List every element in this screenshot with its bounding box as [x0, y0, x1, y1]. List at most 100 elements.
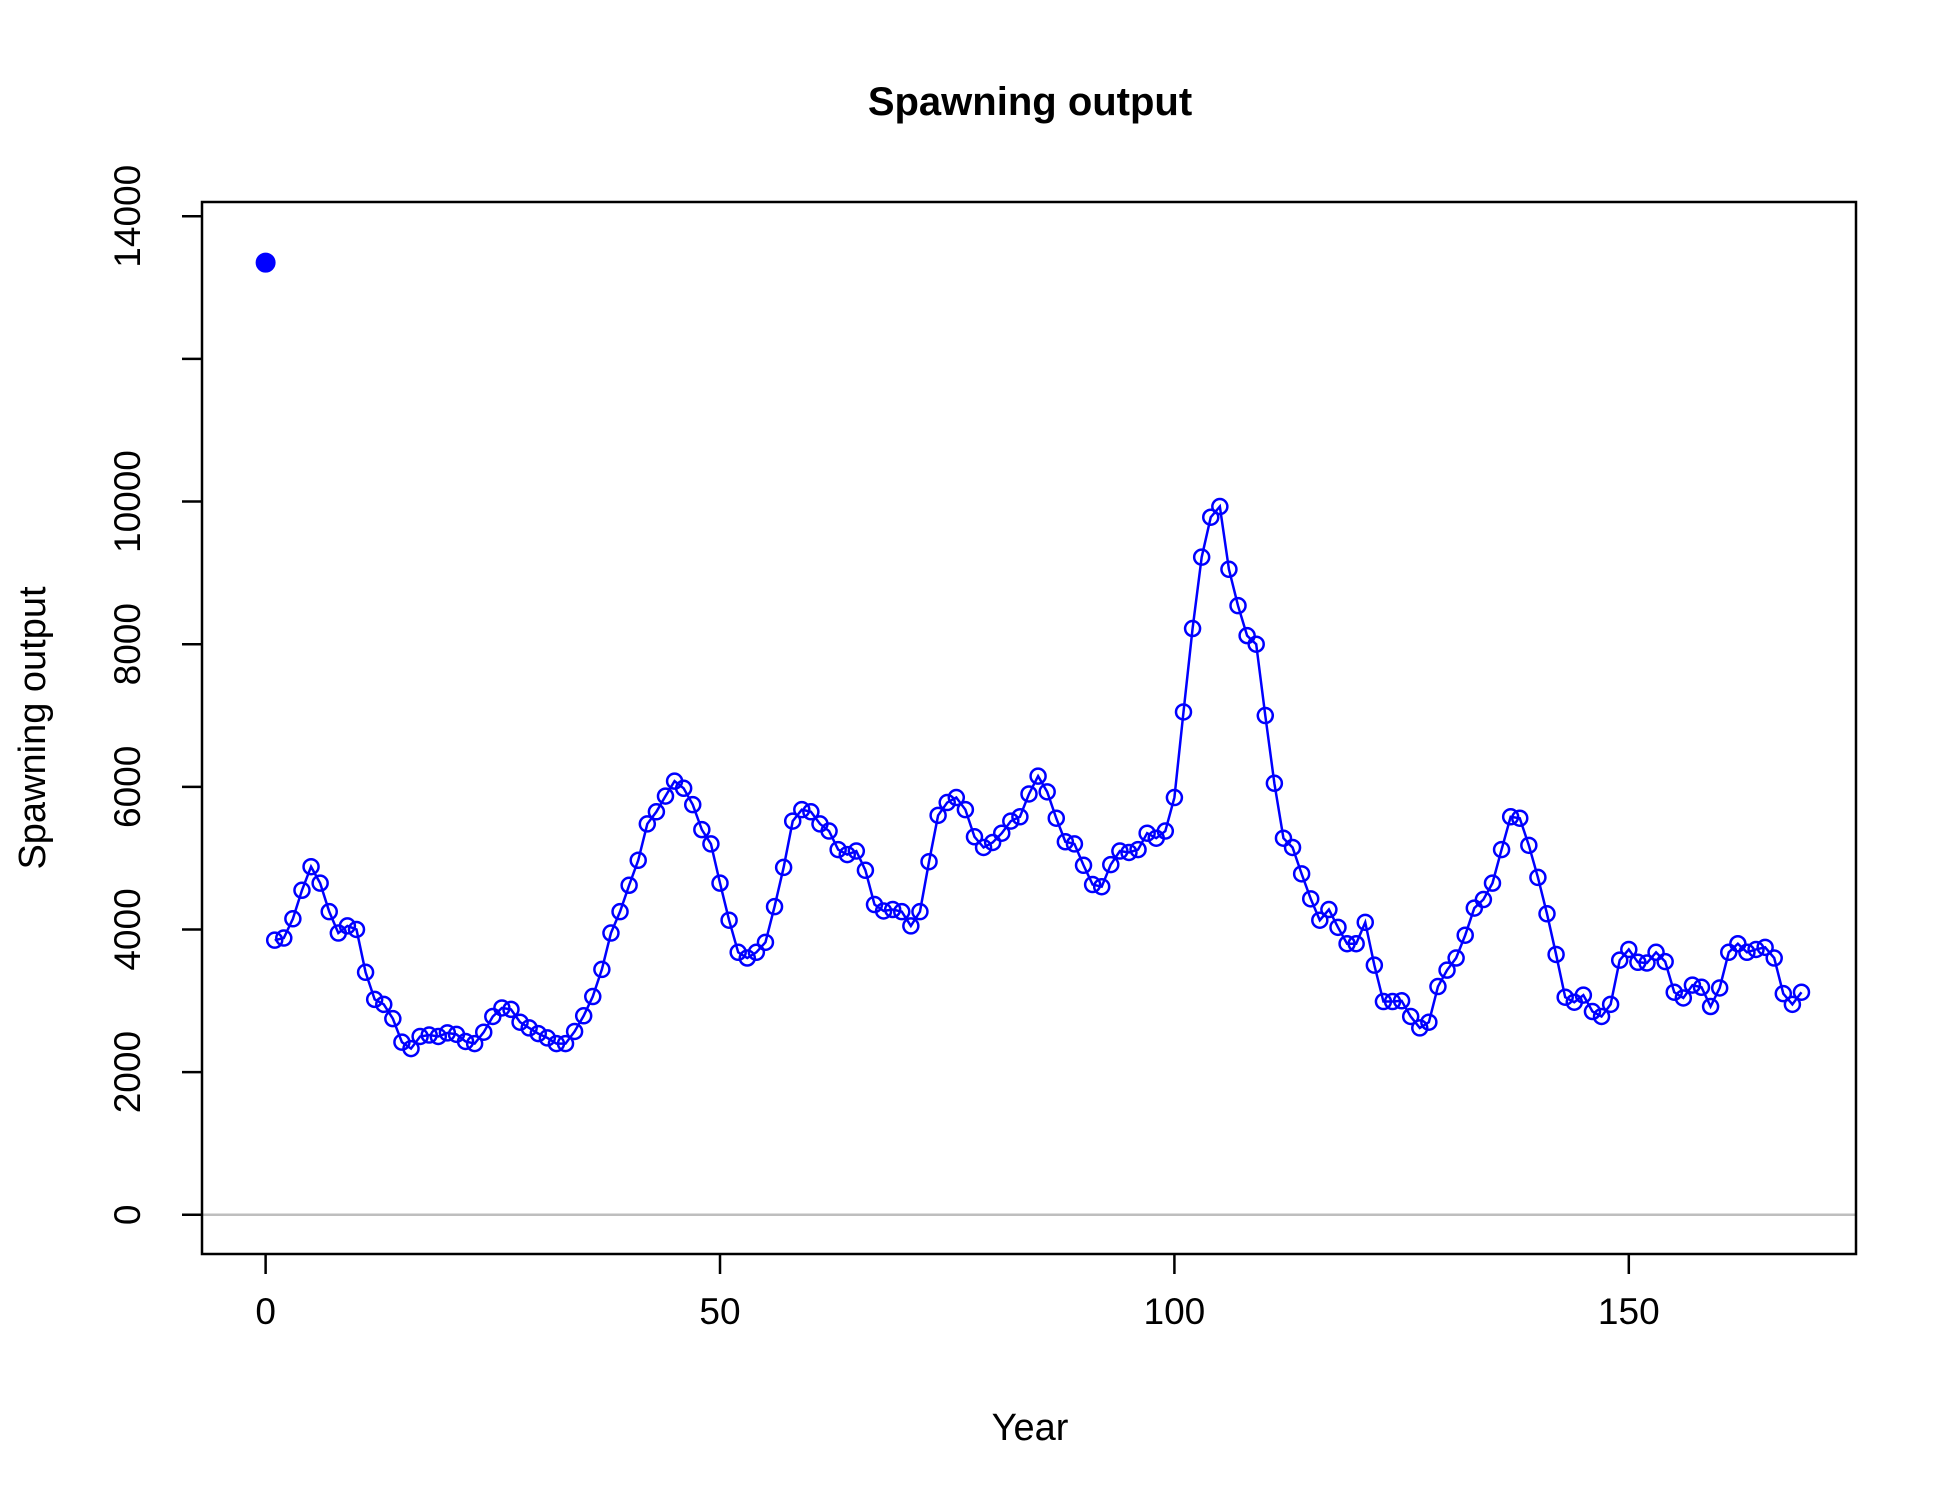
data-point	[729, 943, 747, 962]
data-point	[720, 911, 738, 929]
data-point	[765, 897, 784, 916]
data-point	[593, 960, 611, 979]
data-point	[1129, 840, 1147, 859]
data-point	[629, 851, 647, 870]
data-point	[1520, 836, 1538, 855]
data-point	[1474, 890, 1493, 909]
data-point	[1601, 995, 1620, 1014]
data-point	[1429, 977, 1447, 996]
data-point	[538, 1029, 557, 1047]
data-point	[793, 800, 811, 819]
data-point	[375, 995, 393, 1014]
x-tick-label: 150	[1598, 1291, 1660, 1332]
data-point	[474, 1023, 493, 1041]
data-point	[1710, 979, 1729, 997]
data-point	[1692, 978, 1711, 997]
data-point	[802, 803, 820, 821]
data-point	[820, 822, 838, 840]
data-point	[1183, 619, 1202, 638]
y-axis-label: Spawning output	[12, 586, 54, 870]
data-point	[1220, 560, 1238, 579]
virgin-point	[255, 252, 276, 273]
data-point	[1292, 865, 1311, 883]
data-point	[1756, 938, 1774, 957]
data-point	[1256, 706, 1275, 725]
data-point	[293, 881, 311, 900]
data-point	[456, 1032, 475, 1051]
data-point	[1229, 596, 1247, 615]
data-point	[1647, 943, 1665, 962]
data-point	[275, 929, 293, 947]
x-axis-label: Year	[992, 1407, 1069, 1449]
data-point	[674, 779, 693, 798]
data-point	[1411, 1019, 1429, 1037]
data-point	[1401, 1007, 1420, 1026]
data-point	[429, 1027, 448, 1046]
data-point	[1501, 808, 1520, 826]
plot-area: 0 50 100 150 0 2000 4000 6000 8000 10000 14000	[107, 165, 1858, 1332]
data-point	[547, 1034, 566, 1053]
data-point	[1747, 940, 1765, 959]
data-point	[1656, 952, 1674, 971]
data-point	[1392, 992, 1411, 1010]
data-point	[1492, 840, 1511, 859]
data-point	[747, 943, 766, 962]
data-point	[1165, 788, 1184, 807]
y-tick-label: 14000	[107, 165, 148, 268]
data-point	[1056, 833, 1075, 851]
data-point	[302, 857, 320, 876]
data-point	[1583, 1002, 1602, 1021]
data-point	[1338, 934, 1356, 953]
plot-frame	[200, 200, 1858, 1256]
data-point	[1074, 856, 1093, 875]
data-point	[1674, 989, 1693, 1007]
data-point	[711, 874, 729, 892]
data-point	[1065, 835, 1084, 853]
data-point	[1120, 843, 1138, 862]
data-point	[284, 910, 302, 928]
data-point	[1047, 809, 1066, 827]
data-point	[520, 1019, 538, 1037]
data-point	[1283, 838, 1302, 857]
y-tick-label: 2000	[107, 1031, 148, 1113]
data-point	[1374, 992, 1393, 1011]
data-point	[1138, 824, 1156, 842]
data-point	[1665, 983, 1683, 1001]
data-point	[1347, 934, 1365, 953]
data-point	[783, 812, 802, 830]
data-point	[1483, 874, 1502, 892]
data-point	[702, 835, 720, 853]
data-point	[1447, 949, 1465, 967]
data-point	[683, 795, 702, 814]
data-point	[1629, 953, 1647, 972]
data-point	[411, 1027, 429, 1046]
data-point	[1083, 875, 1102, 894]
data-point	[893, 902, 911, 921]
y-tick-label: 10000	[107, 450, 148, 553]
data-point	[1792, 983, 1811, 1001]
data-point	[584, 987, 602, 1006]
data-point	[1438, 961, 1456, 979]
y-tick-label: 4000	[107, 888, 148, 970]
data-point	[838, 845, 856, 864]
data-point	[1329, 918, 1347, 937]
chart-title: Spawning output	[868, 80, 1192, 124]
data-point	[493, 999, 511, 1017]
data-point	[983, 833, 1002, 852]
data-point	[529, 1024, 548, 1043]
data-point	[311, 874, 329, 892]
data-point	[1038, 783, 1056, 801]
data-point	[602, 924, 620, 942]
data-point	[384, 1009, 402, 1028]
data-point	[738, 949, 757, 967]
data-point	[320, 902, 338, 921]
data-point	[1156, 822, 1175, 840]
data-point	[638, 815, 657, 833]
data-point	[402, 1039, 420, 1058]
data-point	[992, 824, 1011, 842]
data-point	[1420, 1013, 1438, 1031]
data-point	[1701, 997, 1720, 1016]
data-point	[911, 902, 929, 921]
data-point	[693, 820, 711, 839]
data-point	[1092, 877, 1111, 896]
